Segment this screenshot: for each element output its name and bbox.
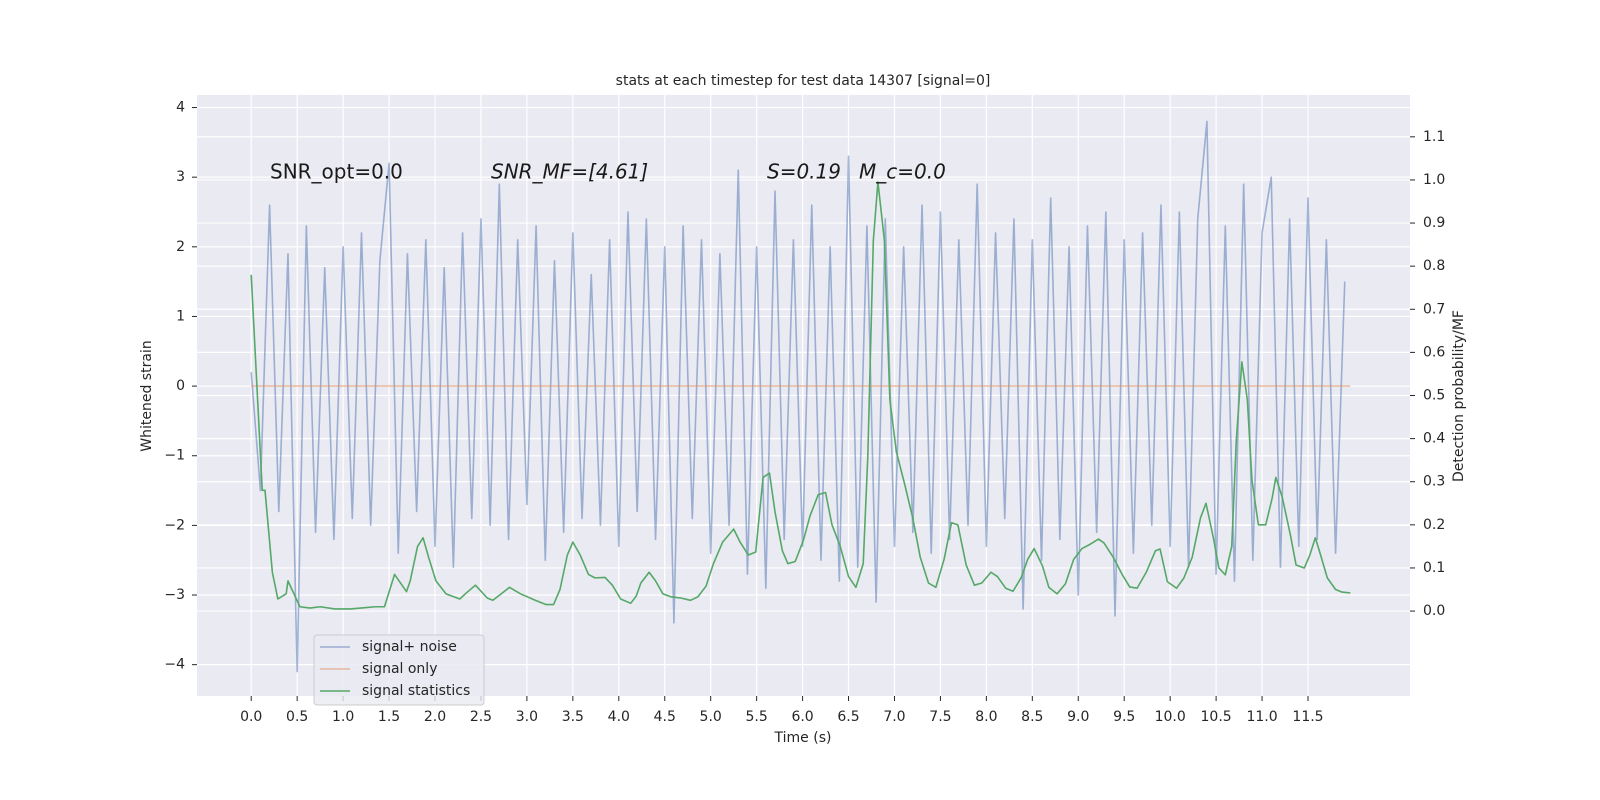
- y-axis-label: Whitened strain: [139, 340, 155, 451]
- y2-tick-label: 1.0: [1423, 172, 1445, 188]
- y2-tick-label: 0.7: [1423, 301, 1445, 317]
- x-tick-label: 2.5: [470, 709, 492, 725]
- y2-tick-label: 0.2: [1423, 517, 1445, 533]
- x-tick-label: 4.5: [654, 709, 676, 725]
- x-axis-label: Time (s): [774, 730, 832, 746]
- y2-tick-label: 0.8: [1423, 258, 1445, 274]
- x-tick-label: 1.5: [378, 709, 400, 725]
- x-tick-label: 9.0: [1067, 709, 1089, 725]
- y2-tick-label: 0.0: [1423, 603, 1445, 619]
- x-tick-label: 0.0: [240, 709, 262, 725]
- x-tick-label: 1.0: [332, 709, 354, 725]
- y-tick-label: −1: [164, 448, 185, 464]
- legend-label: signal statistics: [362, 683, 470, 699]
- y-tick-label: 4: [176, 100, 185, 116]
- y2-tick-label: 0.6: [1423, 344, 1445, 360]
- x-tick-label: 2.0: [424, 709, 446, 725]
- x-tick-label: 11.0: [1246, 709, 1277, 725]
- x-tick-label: 3.5: [562, 709, 584, 725]
- x-tick-label: 10.0: [1155, 709, 1186, 725]
- x-tick-label: 7.5: [929, 709, 951, 725]
- x-tick-label: 6.5: [837, 709, 859, 725]
- y-tick-label: −2: [164, 517, 185, 533]
- y-tick-label: 0: [176, 378, 185, 394]
- series-line: [250, 120, 1346, 673]
- x-tick-label: 9.5: [1113, 709, 1135, 725]
- annotation: SNR_MF=[4.61]: [491, 160, 648, 184]
- y-tick-label: −3: [164, 587, 185, 603]
- x-tick-label: 6.0: [791, 709, 813, 725]
- x-tick-label: 10.5: [1201, 709, 1232, 725]
- x-tick-label: 5.0: [700, 709, 722, 725]
- y2-tick-label: 0.1: [1423, 560, 1445, 576]
- x-tick-label: 3.0: [516, 709, 538, 725]
- x-tick-label: 4.0: [608, 709, 630, 725]
- y2-tick-label: 0.4: [1423, 431, 1445, 447]
- y2-axis-label: Detection probability/MF: [1451, 310, 1467, 482]
- y2-tick-label: 0.5: [1423, 388, 1445, 404]
- y-tick-label: 1: [176, 308, 185, 324]
- series-line: [250, 181, 1351, 610]
- x-tick-label: 11.5: [1292, 709, 1323, 725]
- x-tick-label: 7.0: [883, 709, 905, 725]
- x-tick-label: 8.0: [975, 709, 997, 725]
- chart-title: stats at each timestep for test data 143…: [616, 73, 991, 89]
- annotation: S=0.19: [767, 160, 841, 184]
- legend-label: signal only: [362, 661, 437, 677]
- y-tick-label: −4: [164, 657, 185, 673]
- x-tick-label: 5.5: [746, 709, 768, 725]
- legend-box: [313, 634, 485, 706]
- y-tick-label: 2: [176, 239, 185, 255]
- y2-tick-label: 0.9: [1423, 215, 1445, 231]
- annotation: SNR_opt=0.0: [270, 160, 403, 184]
- annotation: M_c=0.0: [859, 160, 946, 184]
- x-tick-label: 0.5: [286, 709, 308, 725]
- y2-tick-label: 1.1: [1423, 129, 1445, 145]
- legend-label: signal+ noise: [362, 639, 457, 655]
- y2-tick-label: 0.3: [1423, 474, 1445, 490]
- y-tick-label: 3: [176, 169, 185, 185]
- plot-lines: [250, 120, 1351, 673]
- x-tick-label: 8.5: [1021, 709, 1043, 725]
